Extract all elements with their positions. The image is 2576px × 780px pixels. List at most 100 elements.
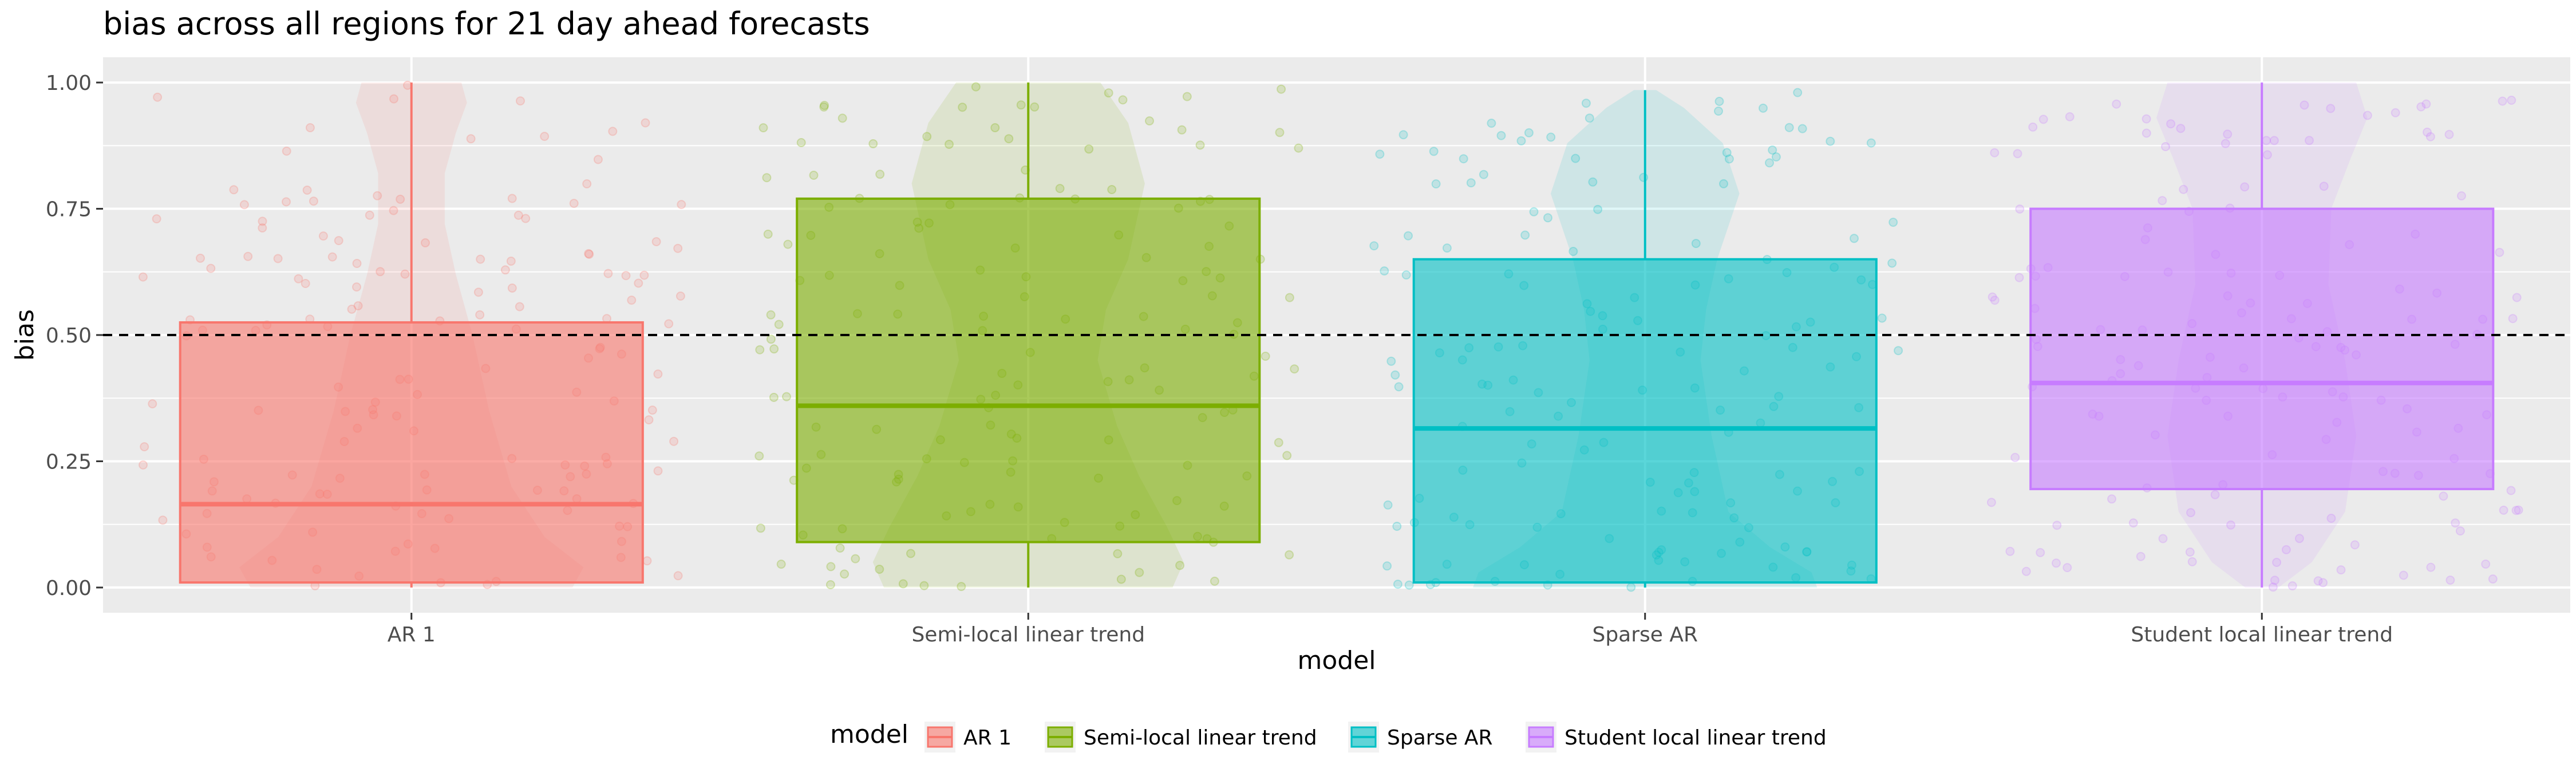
jitter-point [2065, 112, 2075, 121]
box [179, 321, 644, 584]
jitter-point [653, 369, 663, 379]
jitter-point [957, 582, 966, 592]
jitter-point [2142, 128, 2151, 138]
x-tick-label: Sparse AR [1592, 623, 1698, 647]
jitter-point [2506, 486, 2516, 495]
jitter-point [2391, 108, 2400, 117]
jitter-point [664, 319, 674, 329]
box [796, 197, 1261, 543]
jitter-point [2107, 494, 2116, 504]
jitter-point [258, 216, 267, 226]
x-axis-title: model [1297, 646, 1376, 675]
jitter-point [766, 310, 776, 320]
jitter-point [756, 523, 765, 533]
jitter-point [373, 191, 382, 200]
jitter-point [1724, 154, 1734, 164]
jitter-point [273, 254, 283, 263]
jitter-point [762, 173, 772, 183]
jitter-point [475, 310, 485, 320]
jitter-point [2269, 136, 2279, 145]
jitter-point [990, 123, 1000, 132]
jitter-point [837, 113, 847, 123]
jitter-point [1759, 103, 1768, 113]
jitter-point [868, 139, 878, 148]
jitter-point [2158, 196, 2167, 206]
jitter-point [389, 206, 398, 215]
jitter-point [647, 405, 657, 415]
jitter-point [641, 118, 650, 128]
y-tick-label: 0.75 [46, 198, 92, 222]
y-tick-label: 0.25 [46, 450, 92, 474]
jitter-point [2423, 127, 2432, 137]
jitter-point [1285, 550, 1294, 560]
jitter-point [2240, 182, 2250, 192]
jitter-point [1004, 134, 1014, 144]
jitter-point [673, 243, 683, 253]
jitter-point [2036, 547, 2045, 557]
jitter-point [1571, 153, 1581, 163]
jitter-point [1055, 184, 1065, 194]
jitter-point [582, 179, 592, 188]
jitter-point [1588, 177, 1598, 187]
jitter-point [1887, 258, 1897, 268]
jitter-point [1404, 580, 1414, 590]
jitter-point [642, 556, 652, 566]
jitter-point [2294, 534, 2304, 543]
jitter-point [820, 101, 829, 110]
jitter-point [945, 140, 954, 149]
jitter-point [2015, 204, 2025, 214]
y-tick-label: 0.00 [46, 577, 92, 600]
jitter-point [507, 194, 517, 203]
jitter-point [1442, 243, 1452, 253]
jitter-point [639, 270, 649, 280]
jitter-point [2128, 518, 2138, 528]
jitter-point [2399, 570, 2408, 580]
jitter-point [2223, 129, 2233, 139]
jitter-point [2514, 505, 2523, 515]
jitter-point [1398, 130, 1408, 140]
jitter-point [400, 269, 410, 279]
jitter-point [2221, 139, 2230, 148]
jitter-point [769, 344, 779, 354]
jitter-point [958, 103, 967, 112]
jitter-point [1210, 576, 1219, 586]
jitter-point [2287, 581, 2297, 590]
jitter-point [229, 185, 239, 195]
jitter-point [1282, 451, 1292, 460]
jitter-point [809, 171, 819, 180]
jitter-point [1626, 582, 1636, 592]
jitter-point [2499, 505, 2508, 515]
jitter-point [1429, 147, 1439, 156]
jitter-point [1175, 561, 1185, 570]
jitter-point [1988, 292, 1997, 302]
jitter-point [644, 415, 654, 425]
jitter-point [352, 259, 362, 268]
jitter-point [318, 231, 328, 241]
jitter-point [2495, 247, 2504, 257]
jitter-point [627, 296, 637, 305]
jitter-point [825, 580, 835, 589]
jitter-point [2451, 518, 2460, 528]
jitter-point [1386, 356, 1396, 366]
jitter-point [1431, 179, 1441, 189]
chart-title: bias across all regions for 21 day ahead… [103, 6, 870, 42]
jitter-point [1516, 136, 1526, 145]
jitter-point [673, 571, 683, 581]
jitter-point [796, 138, 806, 147]
jitter-point [1394, 382, 1404, 392]
legend: model AR 1 Semi-local linear trend Sparse … [830, 720, 1827, 753]
jitter-point [2305, 136, 2314, 145]
jitter-point [516, 96, 525, 106]
jitter-point [2313, 576, 2323, 586]
jitter-point [2028, 122, 2038, 132]
jitter-point [152, 214, 161, 224]
box [2029, 207, 2495, 490]
jitter-point [2362, 111, 2372, 120]
jitter-point [258, 223, 267, 233]
jitter-point [1894, 346, 1903, 356]
jitter-point [1383, 500, 1393, 510]
jitter-point [1765, 158, 1774, 168]
jitter-point [1113, 549, 1123, 558]
jitter-point [919, 581, 929, 590]
